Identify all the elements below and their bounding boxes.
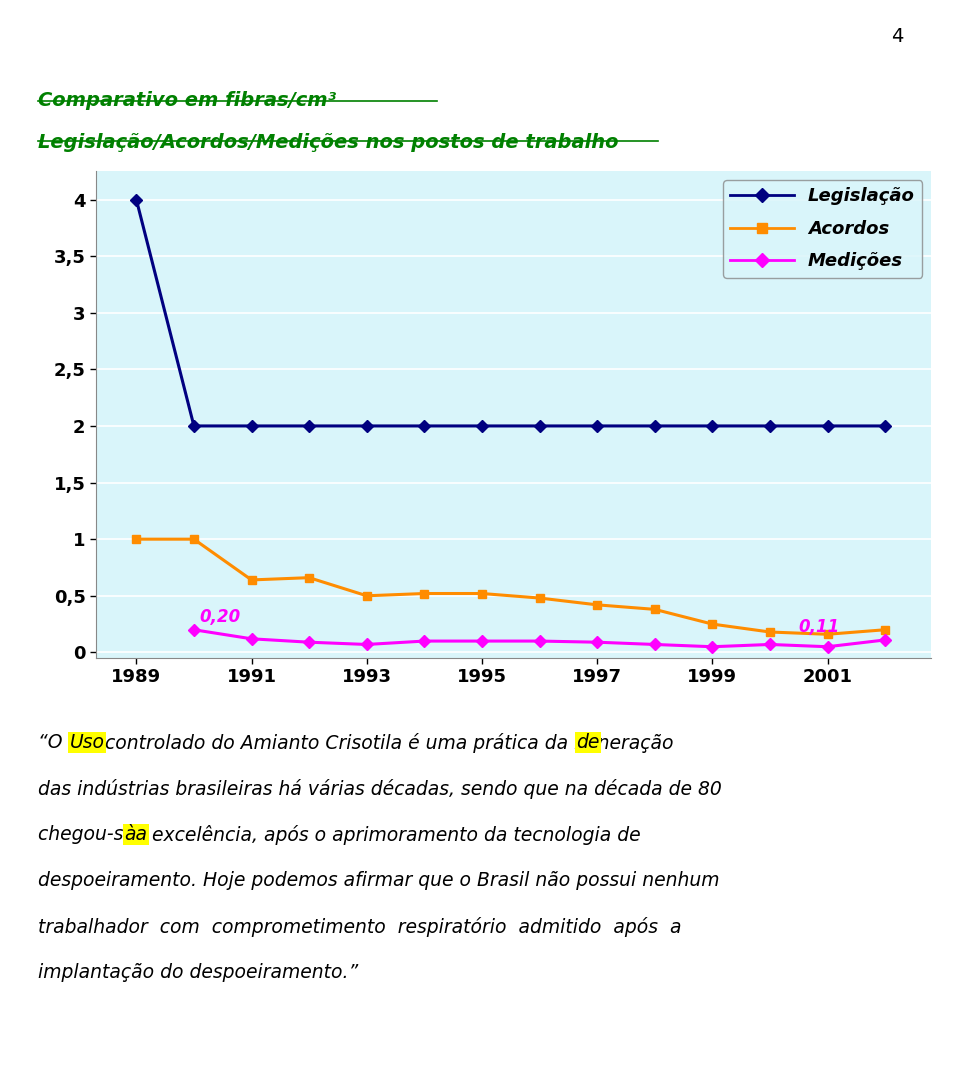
Text: das indústrias brasileiras há várias décadas, sendo que na década de 80: das indústrias brasileiras há várias déc…	[38, 779, 722, 799]
Text: Comparativo em fibras/cm³: Comparativo em fibras/cm³	[38, 91, 337, 110]
Text: Legislação/Acordos/Medições nos postos de trabalho: Legislação/Acordos/Medições nos postos d…	[38, 133, 619, 152]
Legend: Legislação, Acordos, Medições: Legislação, Acordos, Medições	[723, 180, 923, 277]
Text: 0,11: 0,11	[799, 618, 840, 636]
Text: àa: àa	[124, 825, 147, 844]
Text: controlado do Amianto Crisotila é uma prática da mineração: controlado do Amianto Crisotila é uma pr…	[93, 733, 685, 753]
Text: chegou-se: chegou-se	[38, 825, 147, 844]
Text: 4: 4	[892, 27, 903, 46]
Text: despoeiramento. Hoje podemos afirmar que o Brasil não possui nenhum: despoeiramento. Hoje podemos afirmar que…	[38, 871, 720, 890]
Text: trabalhador  com  comprometimento  respiratório  admitido  após  a: trabalhador com comprometimento respirat…	[38, 917, 682, 937]
Text: implantação do despoeiramento.”: implantação do despoeiramento.”	[38, 963, 359, 982]
Text: Uso: Uso	[70, 733, 105, 752]
Text: 0,20: 0,20	[200, 608, 241, 626]
Text: “O: “O	[38, 733, 75, 752]
Text: excelência, após o aprimoramento da tecnologia de: excelência, após o aprimoramento da tecn…	[140, 825, 640, 845]
Text: de: de	[577, 733, 600, 752]
